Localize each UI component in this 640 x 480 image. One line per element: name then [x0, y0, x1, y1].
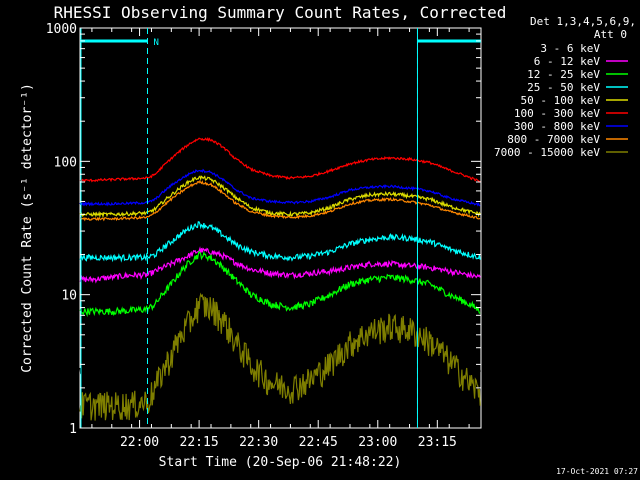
- y-tick-label: 1000: [46, 22, 77, 37]
- x-tick-label: 22:45: [299, 435, 338, 450]
- x-axis-label: Start Time (20-Sep-06 21:48:22): [159, 455, 402, 470]
- x-tick-label: 22:00: [120, 435, 159, 450]
- legend-label-5: 100 - 300 keV: [514, 107, 600, 120]
- series-line-8: [79, 292, 481, 421]
- legend-label-2: 12 - 25 keV: [527, 68, 600, 81]
- y-tick-label: 1: [69, 422, 77, 437]
- legend-label-6: 300 - 800 keV: [514, 120, 600, 133]
- x-tick-label: 23:00: [358, 435, 397, 450]
- y-tick-label: 10: [61, 289, 77, 304]
- night-label: N: [153, 38, 158, 48]
- legend-label-0: 3 - 6 keV: [540, 42, 600, 55]
- legend-label-1: 6 - 12 keV: [534, 55, 601, 68]
- timestamp: 17-Oct-2021 07:27: [556, 467, 638, 476]
- x-tick-label: 22:15: [180, 435, 219, 450]
- legend-detectors: Det 1,3,4,5,6,9,: [530, 15, 636, 28]
- y-axis-label: Corrected Count Rate (s⁻¹ detector⁻¹): [20, 83, 35, 373]
- series-line-3: [79, 221, 481, 263]
- series-line-4: [79, 175, 481, 219]
- legend-attenuator: Att 0: [594, 28, 627, 41]
- series-layer: [79, 136, 481, 421]
- legend-label-4: 50 - 100 keV: [521, 94, 601, 107]
- series-line-6: [79, 168, 481, 207]
- series-line-0: [79, 280, 481, 380]
- plot-frame: [79, 27, 482, 429]
- series-line-5: [79, 136, 481, 183]
- y-tick-label: 100: [54, 155, 77, 170]
- series-line-1: [79, 246, 481, 284]
- chart-title: RHESSI Observing Summary Count Rates, Co…: [54, 3, 507, 22]
- legend-label-8: 7000 - 15000 keV: [494, 146, 600, 159]
- series-line-7: [80, 179, 481, 222]
- series-line-2: [79, 250, 481, 318]
- night-layer: N: [80, 28, 481, 428]
- legend-label-7: 800 - 7000 keV: [507, 133, 600, 146]
- x-tick-label: 23:15: [418, 435, 457, 450]
- plot-area: N 22:00 22:15 22:30 22:45 23:00 23:15 1 10 100 10…: [46, 22, 482, 450]
- legend-label-3: 25 - 50 keV: [527, 81, 600, 94]
- tick-layer: 22:00 22:15 22:30 22:45 23:00 23:15 1 10 100 1000: [46, 22, 481, 450]
- x-tick-label: 22:30: [239, 435, 278, 450]
